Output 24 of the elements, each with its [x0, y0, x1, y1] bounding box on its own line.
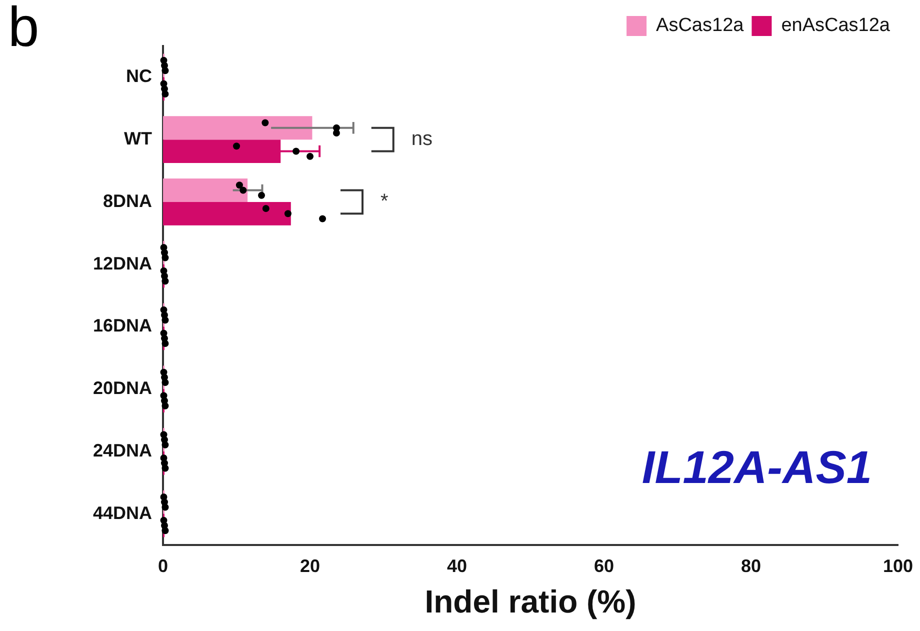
annotation: ns — [411, 128, 433, 150]
x-tick-label: 40 — [446, 556, 468, 576]
bar — [163, 178, 248, 202]
y-tick-label: WT — [124, 128, 152, 149]
x-tick-label: 0 — [158, 556, 168, 576]
bar — [163, 116, 312, 140]
annotation: IL12A-AS1 — [642, 440, 872, 494]
y-tick-label: 24DNA — [92, 440, 152, 460]
x-tick-label: 80 — [740, 556, 762, 576]
y-tick-label: 20DNA — [92, 378, 152, 398]
y-tick-label: 12DNA — [92, 253, 152, 274]
y-tick-label: 44DNA — [92, 502, 152, 523]
y-tick-label: 16DNA — [92, 316, 152, 336]
bar — [163, 202, 291, 226]
y-tick-label: 8DNA — [103, 190, 152, 211]
legend-label: AsCas12a — [656, 15, 744, 36]
legend-label: enAsCas12a — [781, 15, 890, 36]
y-tick-label: NC — [126, 66, 152, 86]
x-axis-title: Indel ratio (%) — [424, 584, 636, 620]
x-tick-label: 100 — [882, 556, 914, 576]
annotation: * — [380, 190, 389, 212]
x-tick-label: 60 — [594, 556, 614, 576]
x-tick-label: 20 — [300, 556, 320, 576]
chart-title: b — [8, 0, 40, 59]
